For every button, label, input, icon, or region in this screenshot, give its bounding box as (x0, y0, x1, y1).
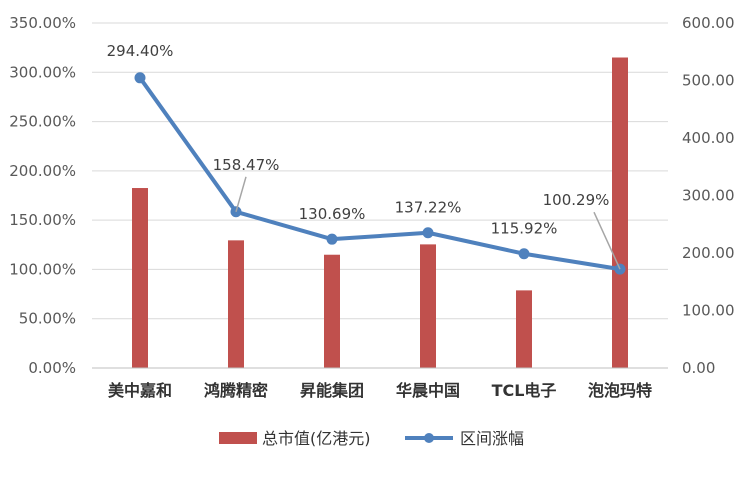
line-series-path (138, 75, 622, 272)
left-y-tick-label: 0.00% (28, 359, 76, 377)
x-category-label: 昇能集团 (300, 381, 364, 400)
line-point (134, 72, 146, 84)
bar (132, 188, 148, 368)
right-y-tick-label: 200.00 (682, 244, 735, 262)
x-category-label: TCL电子 (492, 381, 557, 400)
legend-bar-label: 总市值(亿港元) (262, 429, 371, 448)
right-y-tick-label: 100.00 (682, 302, 735, 320)
x-category-label: 鸿腾精密 (204, 381, 268, 400)
left-y-tick-label: 200.00% (9, 162, 76, 180)
data-label: 158.47% (213, 156, 280, 174)
legend-line-label: 区间涨幅 (460, 429, 524, 448)
right-y-tick-label: 0.00 (682, 359, 715, 377)
x-category-label: 泡泡玛特 (588, 381, 652, 400)
line-point (326, 233, 338, 245)
bar (612, 57, 628, 368)
left-y-tick-label: 300.00% (9, 63, 76, 81)
right-y-tick-label: 600.00 (682, 14, 735, 32)
data-label: 100.29% (543, 191, 610, 209)
line-series (134, 72, 626, 275)
legend: 总市值(亿港元) 区间涨幅 (219, 429, 524, 448)
axes: 0.00% 50.00% 100.00% 150.00% 200.00% 250.00% 3… (9, 14, 734, 400)
right-y-tick-label: 500.00 (682, 72, 735, 90)
left-y-tick-label: 150.00% (9, 211, 76, 229)
bar (516, 290, 532, 368)
left-y-tick-label: 50.00% (19, 310, 76, 328)
x-category-label: 美中嘉和 (108, 381, 172, 400)
bar (420, 244, 436, 368)
left-y-tick-label: 250.00% (9, 113, 76, 131)
line-point (518, 248, 530, 260)
data-label: 130.69% (299, 205, 366, 223)
left-y-tick-label: 350.00% (9, 14, 76, 32)
data-label-leader (593, 211, 621, 270)
data-label: 115.92% (491, 220, 558, 238)
gridlines (92, 22, 668, 369)
line-point (422, 227, 434, 239)
right-y-tick-label: 300.00 (682, 187, 735, 205)
legend-line-marker (424, 433, 434, 443)
data-label-leader (235, 176, 247, 212)
left-y-tick-label: 100.00% (9, 260, 76, 278)
bar (324, 254, 340, 368)
x-category-label: 华晨中国 (396, 381, 460, 400)
right-y-tick-label: 400.00 (682, 129, 735, 147)
data-labels: 294.40% 158.47% 130.69% 137.22% 115.92% 100.2… (107, 42, 621, 270)
data-label: 137.22% (395, 199, 462, 217)
legend-bar-swatch (219, 432, 257, 444)
data-label: 294.40% (107, 42, 174, 60)
bar-series (132, 57, 628, 368)
bar (228, 240, 244, 368)
